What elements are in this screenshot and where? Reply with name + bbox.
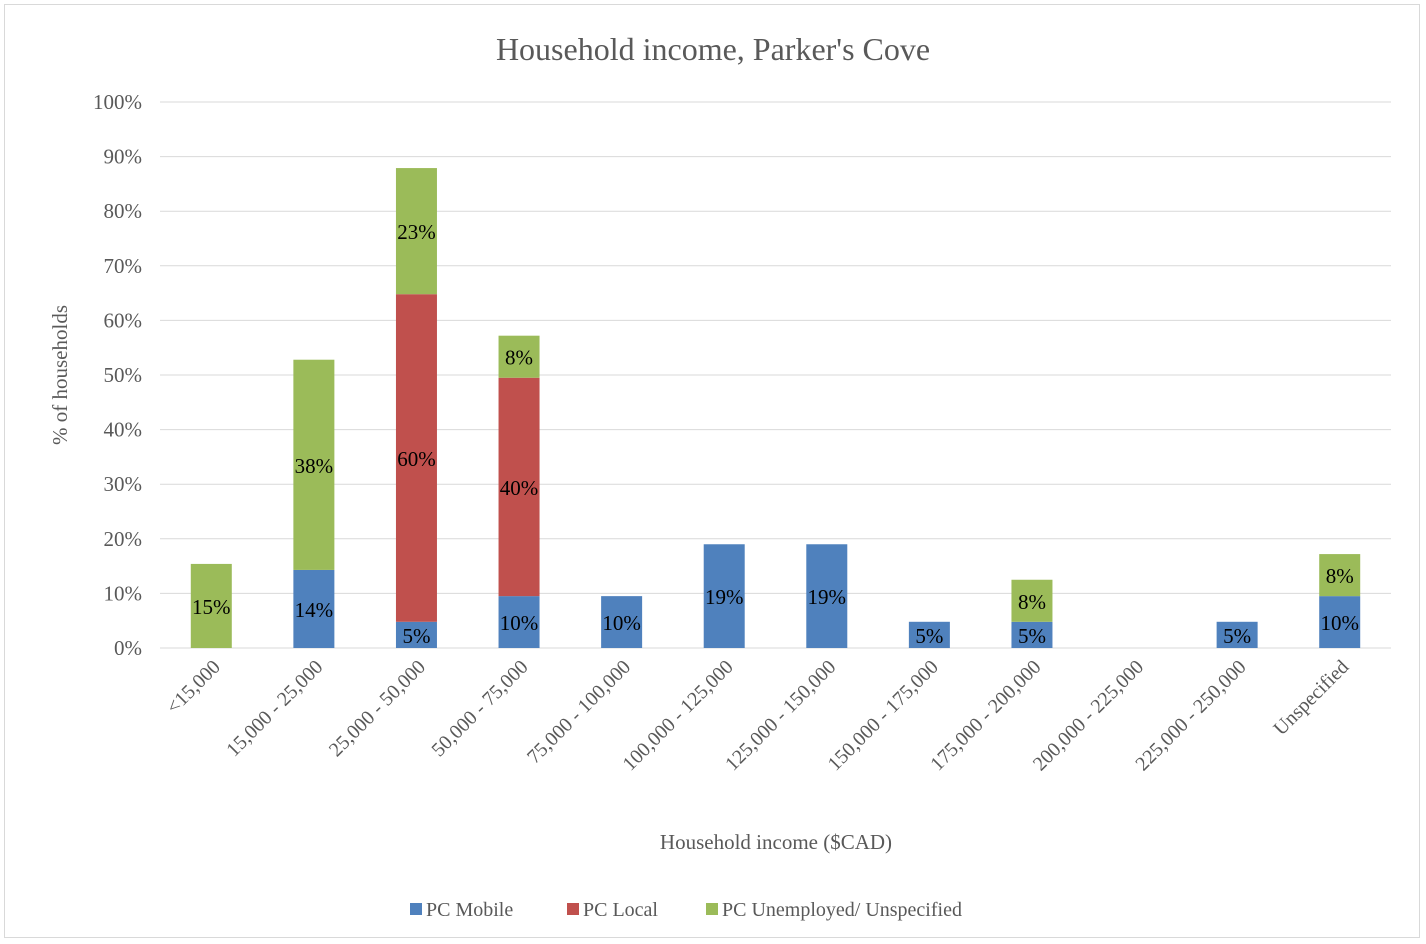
- data-labels: 15% 14% 38% 5% 60% 23% 10% 40% 8% 10% 19% 19% 5% 5% 8%…: [192, 220, 1359, 648]
- x-tick-label: Unspecified: [1269, 656, 1353, 740]
- data-label: 10%: [500, 611, 539, 635]
- data-label: 5%: [915, 624, 943, 648]
- y-tick-label: 50%: [104, 363, 143, 387]
- bar-segment: [1319, 596, 1361, 648]
- bar-segment: [395, 168, 437, 295]
- data-label: 60%: [397, 447, 436, 471]
- bar-segment: [806, 544, 848, 648]
- bar-segment: [1216, 621, 1258, 648]
- gridlines: [160, 101, 1391, 649]
- x-tick-label: <15,000: [162, 656, 224, 718]
- bar-segment: [498, 335, 540, 378]
- legend: PC Mobile PC Local PC Unemployed/ Unspecif…: [410, 899, 962, 921]
- y-tick-label: 0%: [114, 636, 142, 660]
- data-label: 5%: [402, 624, 430, 648]
- x-tick-label: 225,000 - 250,000: [1131, 656, 1250, 775]
- data-label: 40%: [500, 476, 539, 500]
- data-label: 15%: [192, 595, 231, 619]
- bar-segment: [498, 596, 540, 648]
- bar-segment: [1011, 621, 1053, 648]
- legend-label: PC Mobile: [426, 899, 513, 921]
- x-tick-label: 50,000 - 75,000: [427, 656, 532, 761]
- x-tick-label: 100,000 - 125,000: [618, 656, 737, 775]
- legend-swatch: [567, 903, 579, 915]
- legend-label: PC Local: [583, 899, 658, 921]
- bar-segment: [293, 569, 335, 648]
- data-label: 10%: [602, 611, 641, 635]
- bar-segment: [498, 377, 540, 597]
- data-label: 10%: [1320, 611, 1359, 635]
- data-label: 8%: [1018, 590, 1046, 614]
- data-label: 19%: [705, 585, 744, 609]
- bar-segment: [908, 621, 950, 648]
- data-label: 14%: [295, 598, 334, 622]
- legend-label: PC Unemployed/ Unspecified: [722, 899, 962, 921]
- x-tick-label: 25,000 - 50,000: [325, 656, 430, 761]
- bar-segment: [293, 359, 335, 570]
- y-tick-label: 70%: [104, 254, 143, 278]
- y-tick-label: 60%: [104, 308, 143, 332]
- x-tick-label: 200,000 - 225,000: [1029, 656, 1148, 775]
- x-tick-label: 15,000 - 25,000: [222, 656, 327, 761]
- legend-swatch: [706, 903, 718, 915]
- y-axis-ticks: 0% 10% 20% 30% 40% 50% 60% 70% 80% 90% 100%: [93, 90, 142, 660]
- y-tick-label: 80%: [104, 199, 143, 223]
- legend-swatch: [410, 903, 422, 915]
- chart-title: Household income, Parker's Cove: [496, 31, 930, 67]
- y-tick-label: 30%: [104, 472, 143, 496]
- chart-frame: [4, 4, 1420, 938]
- data-label: 8%: [1326, 564, 1354, 588]
- y-tick-label: 10%: [104, 581, 143, 605]
- y-tick-label: 40%: [104, 418, 143, 442]
- x-tick-label: 175,000 - 200,000: [926, 656, 1045, 775]
- bar-segment: [601, 596, 643, 648]
- y-tick-label: 100%: [93, 90, 142, 114]
- bar-segment: [1319, 554, 1361, 597]
- bar-segment: [1011, 579, 1053, 622]
- y-axis-label: % of households: [48, 305, 72, 445]
- data-label: 5%: [1018, 624, 1046, 648]
- bar-segment: [395, 294, 437, 622]
- data-label: 8%: [505, 346, 533, 370]
- data-label: 23%: [397, 220, 436, 244]
- y-tick-label: 90%: [104, 145, 143, 169]
- x-axis-label: Household income ($CAD): [660, 830, 892, 854]
- bar-segment: [190, 563, 232, 648]
- x-tick-label: 150,000 - 175,000: [824, 656, 943, 775]
- bar-segment: [703, 544, 745, 648]
- data-label: 38%: [295, 454, 334, 478]
- data-label: 5%: [1223, 624, 1251, 648]
- data-label: 19%: [808, 585, 847, 609]
- bars: [190, 168, 1361, 648]
- x-tick-label: 125,000 - 150,000: [721, 656, 840, 775]
- bar-segment: [395, 621, 437, 648]
- y-tick-label: 20%: [104, 527, 143, 551]
- x-tick-label: 75,000 - 100,000: [523, 656, 635, 768]
